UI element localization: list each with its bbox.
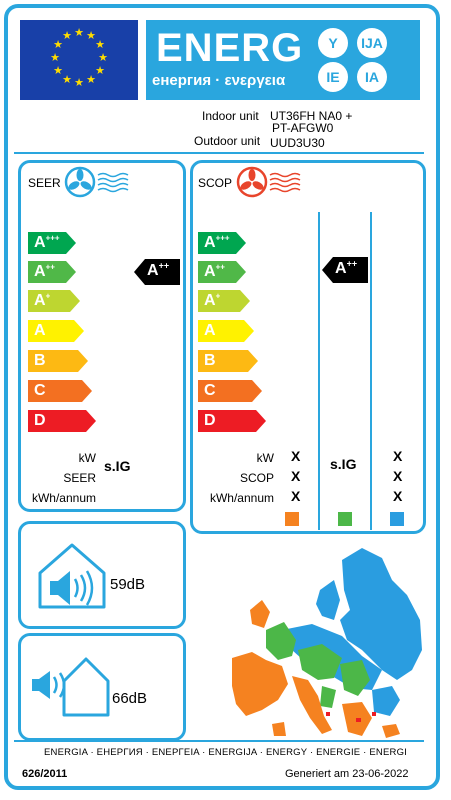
indoor-speaker-icon — [34, 537, 110, 618]
footer-languages: ENERGIA · ЕНЕРГИЯ · ΕΝΕΡΓΕΙΑ · ENERGIJA … — [44, 747, 407, 758]
zone-cold-swatch — [390, 512, 404, 526]
svg-text:★: ★ — [50, 51, 60, 64]
seer-class-aplus: A+ — [28, 290, 80, 312]
svg-text:★: ★ — [86, 73, 96, 86]
lang-code-ia: IA — [357, 62, 387, 92]
svg-text:★: ★ — [95, 38, 105, 51]
scop-kw-warm-x: X — [291, 448, 301, 464]
outdoor-unit-value: UUD3U30 — [270, 136, 325, 150]
scop-kwh-warm-x: X — [291, 488, 301, 504]
seer-class-a3plus: A+++ — [28, 232, 76, 254]
outdoor-speaker-icon — [30, 655, 110, 726]
eu-flag: ★ ★ ★ ★ ★ ★ ★ ★ ★ ★ ★ ★ — [20, 20, 138, 100]
fan-cold-icon — [64, 166, 140, 203]
outdoor-unit-label: Outdoor unit — [194, 134, 261, 148]
scop-rating-arrow: A++ — [322, 257, 368, 283]
seer-kw-label: kW — [78, 451, 96, 465]
energy-subtitle: енергия · ενεργεια — [152, 72, 286, 89]
scop-class-a3plus: A+++ — [198, 232, 246, 254]
lang-code-y: Y — [318, 28, 348, 58]
lang-code-ija: IJA — [357, 28, 387, 58]
europe-climate-map-icon — [222, 540, 428, 745]
scop-class-a2plus: A++ — [198, 261, 246, 283]
svg-text:★: ★ — [62, 73, 72, 86]
svg-text:★: ★ — [62, 29, 72, 42]
svg-text:★: ★ — [95, 64, 105, 77]
svg-text:★: ★ — [86, 29, 96, 42]
energy-title: ENERG — [156, 26, 304, 70]
seer-class-b: B — [28, 350, 88, 372]
indoor-noise-panel — [18, 521, 186, 629]
scop-value-text: s.IG — [330, 456, 357, 472]
regulation-number: 626/2011 — [22, 768, 68, 780]
seer-class-a: A — [28, 320, 84, 342]
scop-class-b: B — [198, 350, 258, 372]
lang-code-ie: IE — [318, 62, 348, 92]
scop-class-c: C — [198, 380, 262, 402]
svg-text:★: ★ — [53, 64, 63, 77]
scop-scop-label: SCOP — [239, 471, 274, 485]
svg-text:★: ★ — [74, 76, 84, 89]
scop-kw-cold-x: X — [393, 448, 403, 464]
scop-class-a: A — [198, 320, 254, 342]
scop-kwh-cold-x: X — [393, 488, 403, 504]
seer-kwh-label: kWh/annum — [31, 491, 96, 505]
scop-panel — [190, 160, 426, 534]
indoor-noise-value: 59dB — [110, 576, 146, 593]
scop-scop-cold-x: X — [393, 468, 403, 484]
scop-class-d: D — [198, 410, 266, 432]
svg-text:★: ★ — [53, 38, 63, 51]
scop-scop-warm-x: X — [291, 468, 301, 484]
scop-title: SCOP — [198, 176, 233, 190]
fan-warm-icon — [236, 166, 312, 203]
zone-warm-swatch — [285, 512, 299, 526]
indoor-unit-label: Indoor unit — [202, 109, 259, 123]
indoor-unit-value-2: PT-AFGW0 — [272, 121, 334, 135]
scop-column-divider-1 — [318, 212, 320, 530]
svg-text:★: ★ — [98, 51, 108, 64]
footer-divider — [14, 740, 424, 742]
seer-value-text: s.IG — [104, 458, 131, 474]
seer-class-c: C — [28, 380, 92, 402]
svg-text:★: ★ — [74, 26, 84, 39]
seer-class-a2plus: A++ — [28, 261, 76, 283]
zone-average-swatch — [338, 512, 352, 526]
seer-seer-label: SEER — [63, 471, 96, 485]
scop-kwh-label: kWh/annum — [209, 491, 274, 505]
seer-title: SEER — [28, 176, 61, 190]
scop-class-aplus: A+ — [198, 290, 250, 312]
seer-rating-arrow: A++ — [134, 259, 180, 285]
outdoor-noise-value: 66dB — [112, 690, 148, 707]
header-divider — [14, 152, 424, 154]
generated-date: Generiert am 23-06-2022 — [285, 768, 409, 780]
scop-column-divider-2 — [370, 212, 372, 530]
indoor-unit-value: UT36FH NA0 + — [270, 109, 353, 123]
scop-kw-label: kW — [256, 451, 274, 465]
seer-class-d: D — [28, 410, 96, 432]
